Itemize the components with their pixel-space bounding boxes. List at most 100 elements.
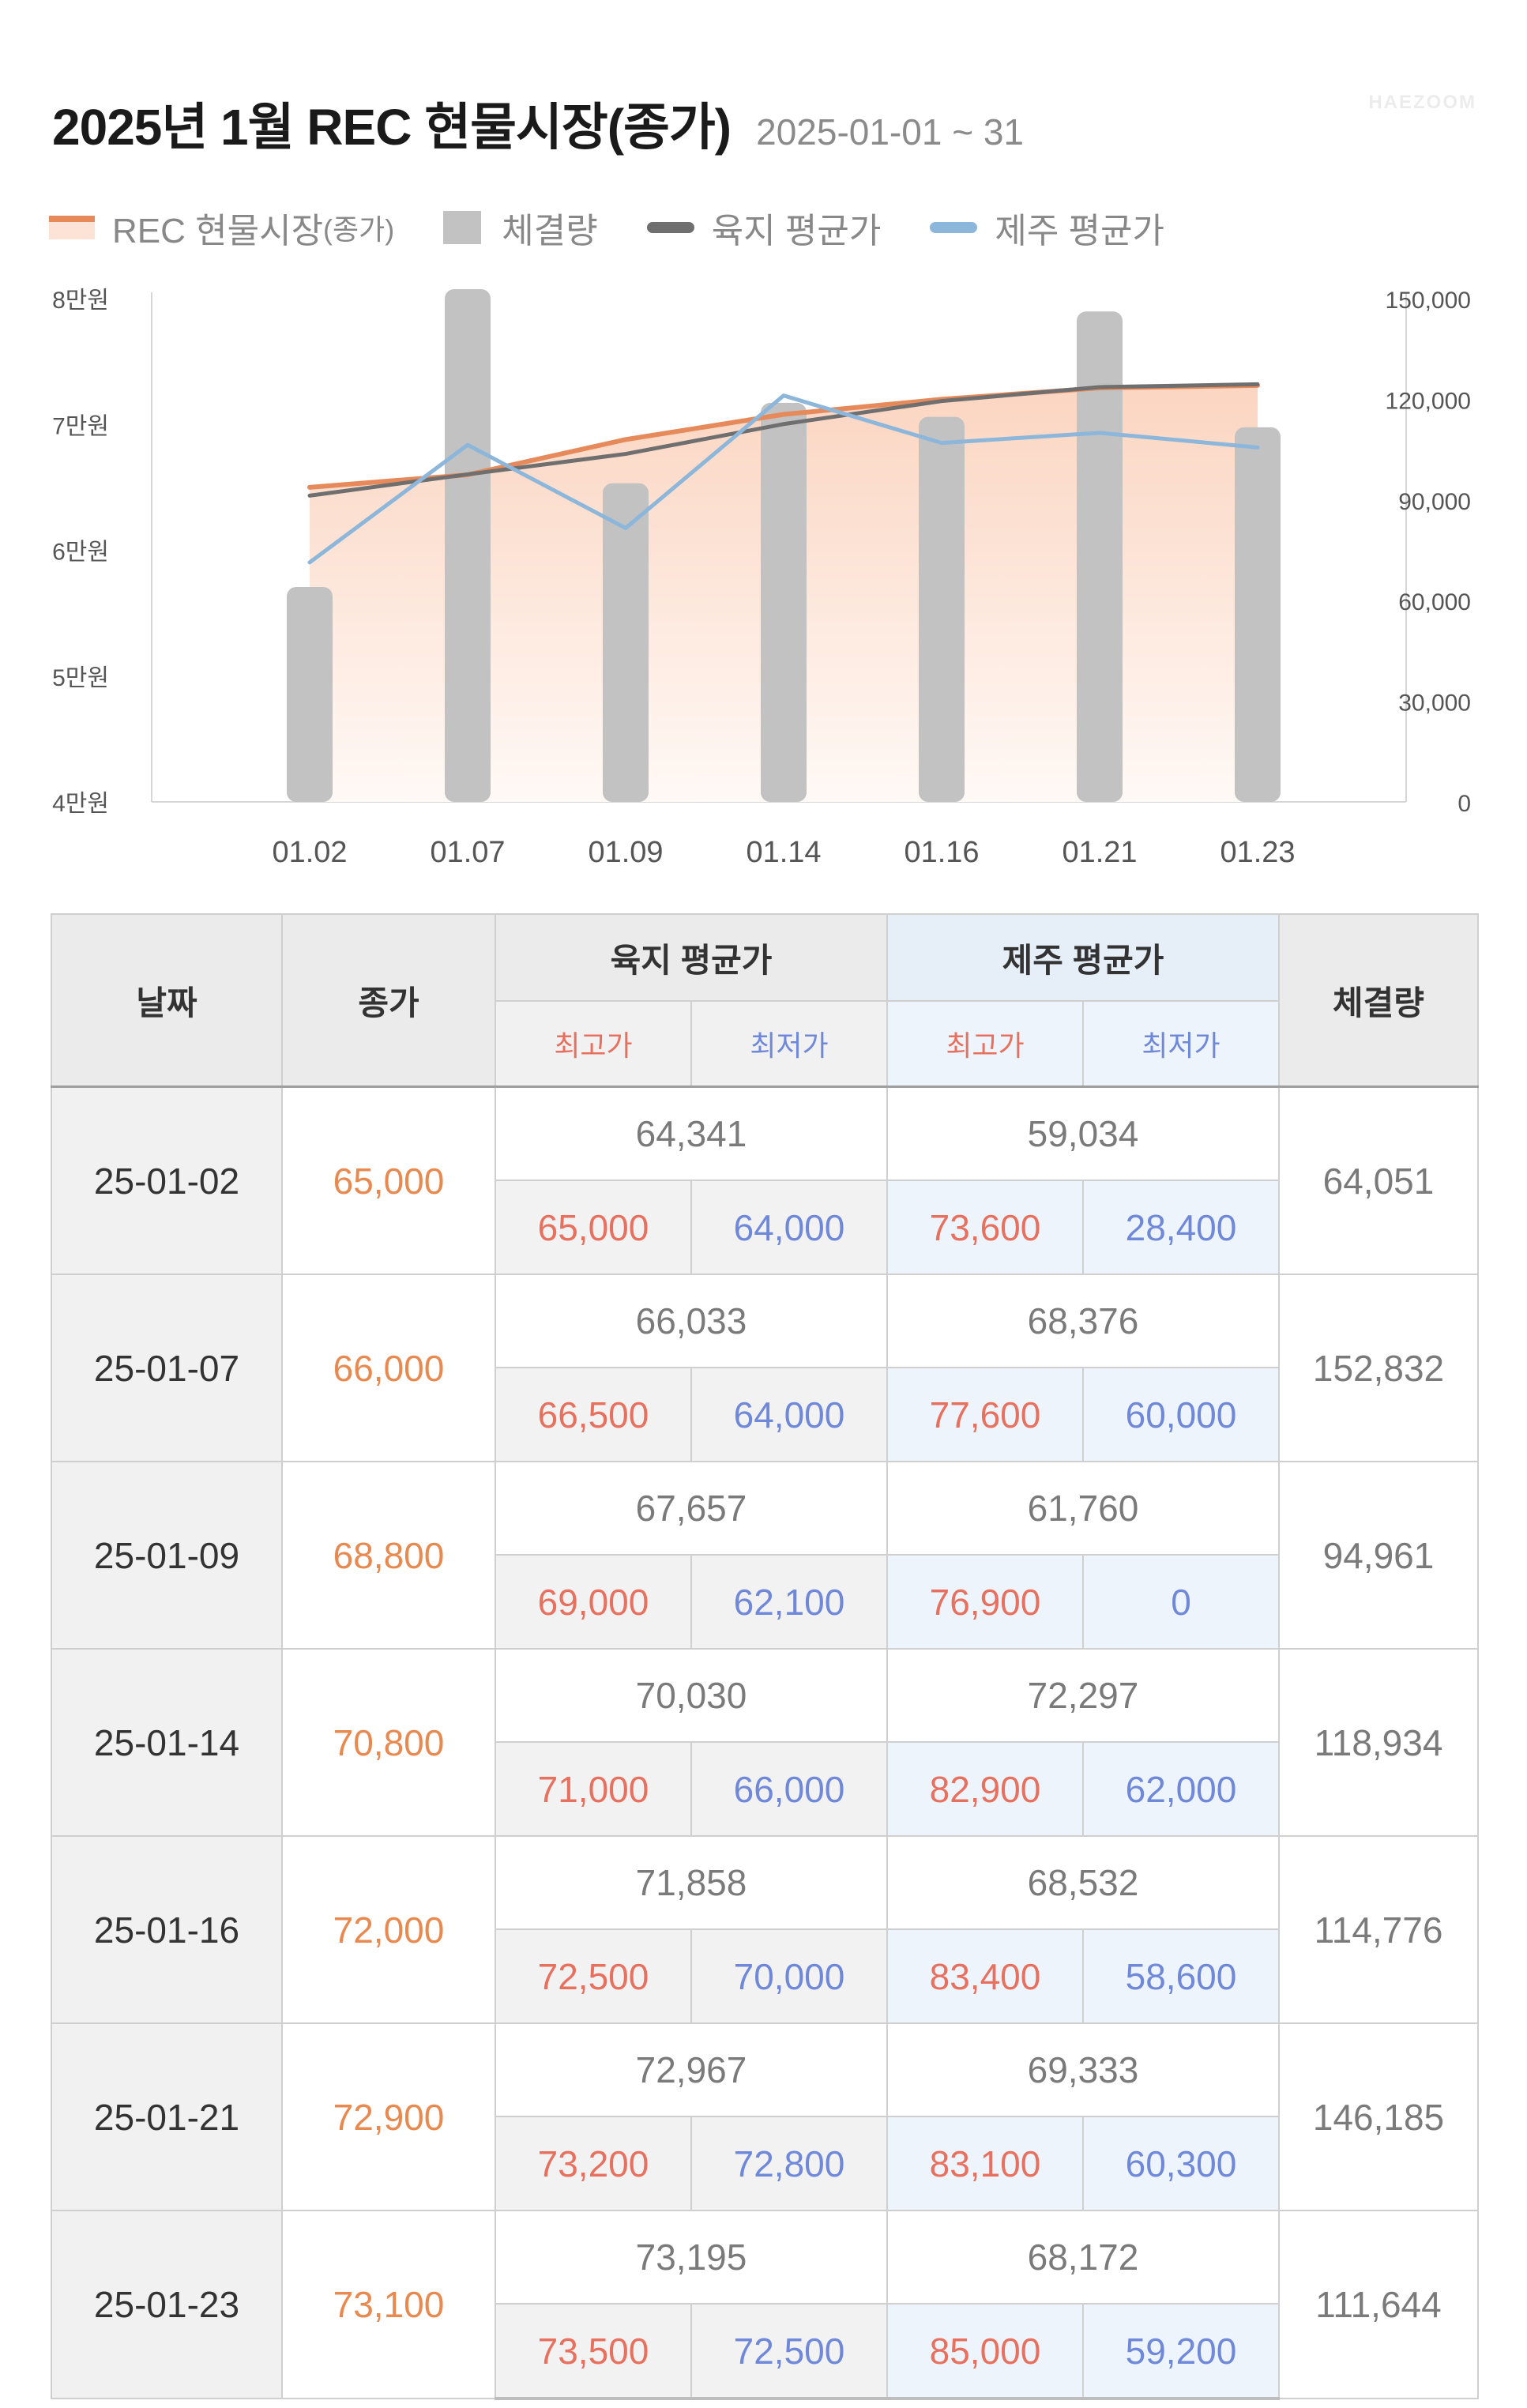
rec-price-chart: 4만원 5만원 6만원 7만원 8만원 0 30,000 60,000 90,000 120,00…	[52, 288, 1471, 869]
cell-jeju-max: 76,900	[886, 1554, 1084, 1650]
header-land-max: 최고가	[495, 1000, 692, 1088]
cell-land-avg: 66,033	[495, 1274, 888, 1368]
cell-land-max: 73,500	[495, 2303, 692, 2400]
table-row: 25-01-09 68,800 67,657 61,760 94,961	[51, 1461, 1479, 1650]
jeju-avg-line	[307, 393, 1260, 565]
y-left-tick-label: 5만원	[52, 665, 109, 691]
volume-bar	[1235, 427, 1281, 802]
cell-volume: 64,051	[1278, 1085, 1479, 1275]
cell-jeju-avg: 59,034	[886, 1085, 1280, 1181]
cell-land-avg: 64,341	[495, 1085, 888, 1181]
volume-bar	[445, 288, 491, 802]
cell-jeju-max: 73,600	[886, 1180, 1084, 1275]
x-tick-label: 01.14	[746, 836, 821, 869]
rec-area-swatch-icon	[49, 216, 95, 239]
table-subrow: 69,000 62,100 76,900 0	[51, 1554, 1478, 1650]
cell-land-max: 65,000	[495, 1180, 692, 1275]
y-right-tick-label: 150,000	[1386, 288, 1471, 314]
land-line-swatch-icon	[646, 222, 694, 233]
cell-jeju-avg: 72,297	[886, 1648, 1280, 1743]
x-tick-label: 01.09	[588, 836, 663, 869]
chart-legend: REC 현물시장 (종가) 체결량 육지 평균가 제주 평균가	[49, 204, 1213, 251]
header-close: 종가	[281, 913, 496, 1088]
cell-volume: 94,961	[1278, 1461, 1479, 1650]
cell-volume: 118,934	[1278, 1648, 1479, 1837]
land-avg-line	[307, 382, 1260, 498]
table-row: 25-01-02 65,000 64,341 59,034 64,051	[51, 1085, 1479, 1275]
x-tick-label: 01.16	[904, 836, 979, 869]
y-right-tick-label: 120,000	[1386, 388, 1471, 414]
cell-date: 25-01-07	[51, 1274, 283, 1462]
cell-jeju-min: 0	[1082, 1554, 1280, 1650]
cell-date: 25-01-14	[51, 1648, 283, 1837]
y-right-tick-label: 0	[1457, 791, 1471, 817]
header-land-min: 최저가	[690, 1000, 888, 1088]
table-subrow: 73,500 72,500 85,000 59,200	[51, 2303, 1478, 2400]
cell-volume: 146,185	[1278, 2022, 1479, 2211]
cell-land-max: 73,200	[495, 2116, 692, 2211]
header-jeju-min: 최저가	[1082, 1000, 1280, 1088]
volume-bar	[603, 483, 649, 802]
cell-land-min: 72,800	[690, 2116, 888, 2211]
table-row: 25-01-16 72,000 71,858 68,532 114,776	[51, 1835, 1479, 2024]
legend-rec-label: REC 현물시장	[112, 212, 324, 250]
cell-date: 25-01-02	[51, 1085, 283, 1275]
y-left-tick-label: 7만원	[52, 413, 109, 439]
cell-land-min: 70,000	[690, 1928, 888, 2024]
cell-jeju-avg: 61,760	[886, 1461, 1280, 1556]
watermark-logo: HAEZOOM	[1368, 92, 1476, 113]
legend-item-land: 육지 평균가	[646, 202, 882, 253]
y-right-tick-label: 90,000	[1398, 489, 1471, 515]
cell-jeju-min: 62,000	[1082, 1741, 1280, 1837]
cell-jeju-max: 83,400	[886, 1928, 1084, 2024]
table-row: 25-01-07 66,000 66,033 68,376 152,832	[51, 1274, 1479, 1462]
x-tick-label: 01.23	[1220, 836, 1295, 869]
cell-land-min: 64,000	[690, 1367, 888, 1462]
legend-land-label: 육지 평균가	[711, 212, 882, 250]
legend-item-volume: 체결량	[443, 202, 598, 253]
cell-close: 72,900	[281, 2022, 496, 2211]
table-row: 25-01-14 70,800 70,030 72,297 118,934	[51, 1648, 1479, 1837]
y-left-tick-label: 6만원	[52, 540, 109, 566]
cell-jeju-max: 85,000	[886, 2303, 1084, 2400]
cell-land-avg: 70,030	[495, 1648, 888, 1743]
header-volume: 체결량	[1278, 913, 1479, 1088]
cell-land-max: 71,000	[495, 1741, 692, 1837]
cell-volume: 111,644	[1278, 2210, 1479, 2399]
cell-land-min: 72,500	[690, 2303, 888, 2400]
legend-rec-sublabel: (종가)	[323, 213, 395, 246]
jeju-line-swatch-icon	[930, 222, 978, 233]
table-subrow: 73,200 72,800 83,100 60,300	[51, 2116, 1478, 2211]
table-subrow: 66,500 64,000 77,600 60,000	[51, 1367, 1478, 1462]
cell-land-avg: 67,657	[495, 1461, 888, 1556]
header-jeju-max: 최고가	[886, 1000, 1084, 1088]
table-subrow: 71,000 66,000 82,900 62,000	[51, 1741, 1478, 1837]
table-body: 25-01-02 65,000 64,341 59,034 64,051 65,000 64…	[51, 1085, 1479, 2400]
cell-volume: 152,832	[1278, 1274, 1479, 1462]
cell-close: 70,800	[281, 1648, 496, 1837]
volume-bar-swatch-icon	[443, 211, 482, 244]
cell-jeju-min: 59,200	[1082, 2303, 1280, 2400]
title-row: 2025년 1월 REC 현물시장(종가) 2025-01-01 ~ 31	[52, 87, 1024, 158]
cell-jeju-avg: 68,376	[886, 1274, 1280, 1368]
cell-jeju-min: 60,300	[1082, 2116, 1280, 2211]
volume-bar	[761, 402, 807, 802]
table-subrow: 65,000 64,000 73,600 28,400	[51, 1180, 1478, 1275]
cell-close: 68,800	[281, 1461, 496, 1650]
cell-date: 25-01-09	[51, 1461, 283, 1650]
date-range: 2025-01-01 ~ 31	[756, 111, 1024, 152]
cell-land-avg: 73,195	[495, 2210, 888, 2305]
legend-item-rec: REC 현물시장 (종가)	[49, 202, 394, 253]
page-title: 2025년 1월 REC 현물시장(종가)	[52, 99, 732, 156]
cell-jeju-max: 77,600	[886, 1367, 1084, 1462]
cell-land-min: 62,100	[690, 1554, 888, 1650]
cell-land-min: 64,000	[690, 1180, 888, 1275]
cell-date: 25-01-23	[51, 2210, 283, 2399]
cell-close: 72,000	[281, 1835, 496, 2024]
table-row: 25-01-21 72,900 72,967 69,333 146,185	[51, 2022, 1479, 2211]
y-right-tick-label: 60,000	[1398, 589, 1471, 615]
cell-land-avg: 71,858	[495, 1835, 888, 1930]
cell-land-max: 69,000	[495, 1554, 692, 1650]
x-tick-label: 01.21	[1062, 836, 1137, 869]
y-right-tick-label: 30,000	[1398, 690, 1471, 717]
